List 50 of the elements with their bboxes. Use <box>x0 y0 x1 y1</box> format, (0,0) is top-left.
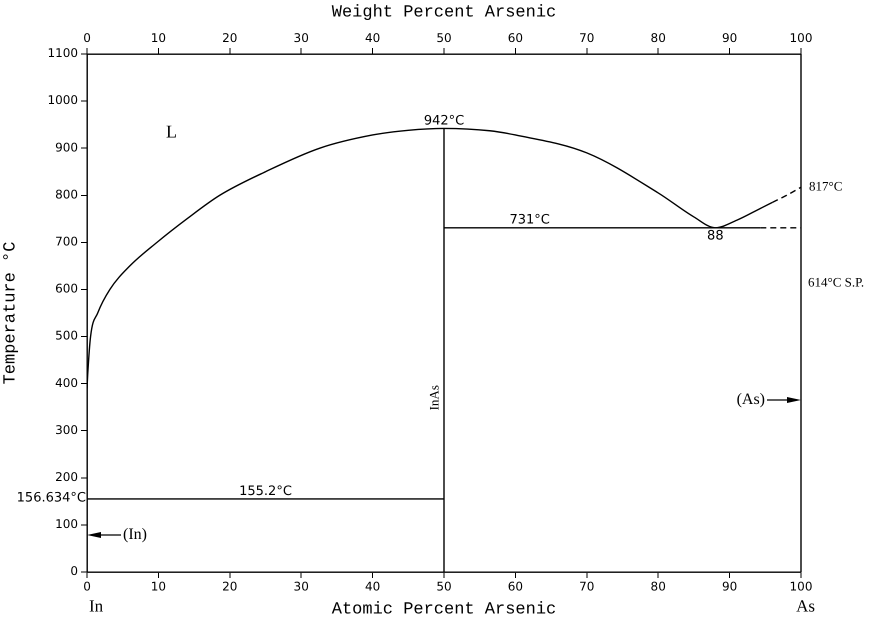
x2-tick-label: 10 <box>150 30 166 45</box>
annotation: (In) <box>123 526 147 544</box>
x-axis-title: Atomic Percent Arsenic <box>332 600 556 619</box>
y-tick-label: 700 <box>55 234 78 248</box>
y-tick-label: 800 <box>55 187 78 202</box>
annotation: 88 <box>707 228 724 244</box>
annotation: 731°C <box>509 212 550 228</box>
x2-tick-label: 40 <box>364 30 380 45</box>
x2-tick-label: 70 <box>579 30 594 45</box>
annotation: (As) <box>736 391 765 408</box>
text: As <box>796 596 815 616</box>
annotation: 817°C <box>809 178 842 194</box>
y-tick-label: 600 <box>55 282 78 296</box>
annotation: 155.2°C <box>239 484 292 499</box>
y-tick-label: 1100 <box>47 46 78 60</box>
y-tick-label: 100 <box>55 517 78 532</box>
annotation: L <box>166 122 177 142</box>
x-tick-label: 80 <box>650 579 666 594</box>
annotation: 942°C <box>424 113 464 128</box>
x-tick-label: 40 <box>364 579 380 594</box>
x2-tick-label: 30 <box>294 30 309 45</box>
x-tick-label: 70 <box>579 579 594 594</box>
x-tick-label: 100 <box>790 579 812 594</box>
y-tick-label: 300 <box>55 422 78 437</box>
x2-tick-label: 80 <box>650 30 666 45</box>
x2-tick-label: 60 <box>508 30 524 45</box>
x2-tick-label: 50 <box>436 30 452 45</box>
x2-tick-label: 20 <box>222 30 238 45</box>
x-tick-label: 90 <box>722 579 738 594</box>
x-tick-label: 10 <box>150 579 166 594</box>
x2-tick-label: 100 <box>790 30 812 45</box>
annotation: InAs <box>426 385 442 410</box>
x2-tick-label: 0 <box>83 30 91 45</box>
y-tick-label: 0 <box>70 564 78 578</box>
x-tick-label: 30 <box>294 579 309 594</box>
text: 614°C S.P. <box>808 274 864 290</box>
y-tick-label: 900 <box>55 140 78 154</box>
y-tick-label: 200 <box>55 470 78 484</box>
y-tick-label: 1000 <box>47 93 78 108</box>
x-tick-label: 20 <box>222 579 238 594</box>
y-tick-label: 400 <box>55 376 78 390</box>
y-axis-title: Temperature °C <box>2 242 21 384</box>
x2-tick-label: 90 <box>722 30 738 45</box>
x-tick-label: 50 <box>436 579 452 594</box>
x2-axis-title: Weight Percent Arsenic <box>332 4 556 23</box>
x-tick-label: 0 <box>83 579 91 594</box>
annotation: 156.634°C <box>16 490 86 506</box>
y-tick-label: 500 <box>55 328 78 343</box>
text: In <box>89 596 104 616</box>
x-tick-label: 60 <box>508 579 524 594</box>
